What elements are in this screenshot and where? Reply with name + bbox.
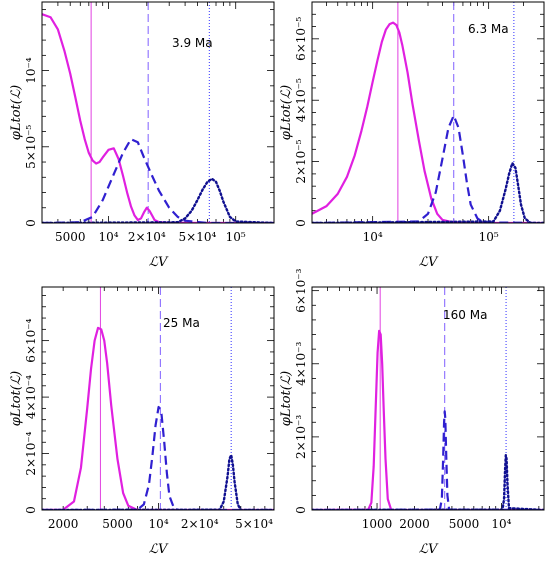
x-tick-label: 10⁵ — [479, 230, 499, 244]
y-axis-label: φLtot(ℒ) — [279, 85, 294, 141]
y-tick-label: 0 — [24, 506, 38, 514]
series-line-dashed — [312, 114, 544, 223]
y-tick-label: 2×10⁻³ — [294, 415, 308, 459]
y-ticks — [312, 1, 544, 224]
series-line-dotted — [42, 177, 274, 223]
x-tick-label: 10⁵ — [226, 230, 246, 244]
y-tick-label: 4×10⁻³ — [294, 342, 308, 386]
x-axis-label: ℒV — [419, 542, 439, 557]
age-label: 25 Ma — [163, 316, 200, 330]
panel-25-ma: 2000 5000 10⁴ 2×10⁴ 5×10⁴ 0 2×10⁻⁴ 4×10⁻⁴ 6×10⁻⁴… — [9, 286, 275, 557]
panel-3-9-ma: 5000 10⁴ 2×10⁴ 5×10⁴ 10⁵ 0 5×10⁻⁵ 10⁻⁴ ℒV φLtot(ℒ… — [9, 1, 275, 270]
x-tick-label: 2000 — [399, 517, 430, 531]
plot-frame — [41, 1, 275, 224]
panel-160-ma: 1000 2000 5000 10⁴ 0 2×10⁻³ 4×10⁻³ 6×10⁻³ ℒV φLto… — [279, 268, 545, 557]
x-tick-label: 2000 — [48, 517, 79, 531]
y-tick-label: 0 — [24, 219, 38, 227]
x-tick-label: 2×10⁴ — [181, 517, 219, 531]
x-tick-label: 5000 — [102, 517, 133, 531]
plot-frame — [41, 286, 275, 511]
x-axis-label: ℒV — [419, 255, 439, 270]
series-line-dashed — [312, 410, 544, 510]
series-line-dotted — [42, 453, 274, 510]
series-line-dotted — [312, 453, 544, 510]
y-ticks — [42, 295, 274, 511]
series-line-dotted — [312, 161, 544, 223]
age-label: 160 Ma — [443, 308, 487, 322]
x-tick-label: 5000 — [449, 517, 480, 531]
y-tick-label: 4×10⁻⁴ — [24, 375, 38, 419]
y-tick-label: 6×10⁻⁵ — [294, 17, 308, 61]
x-axis-label: ℒV — [149, 255, 169, 270]
series-line-solid — [42, 326, 274, 510]
series-line-dashed — [42, 405, 274, 510]
y-tick-label: 5×10⁻⁵ — [24, 125, 38, 169]
x-minor-ticks — [311, 2, 545, 223]
x-tick-label: 10⁴ — [98, 230, 118, 244]
y-axis-label: φLtot(ℒ) — [279, 371, 294, 427]
x-tick-label: 5×10⁴ — [179, 230, 217, 244]
plot-frame — [311, 286, 545, 511]
plot-frame — [311, 1, 545, 224]
y-tick-label: 2×10⁻⁴ — [24, 431, 38, 475]
x-tick-label: 10⁴ — [491, 517, 511, 531]
y-tick-label: 2×10⁻⁵ — [294, 139, 308, 183]
panel-6-3-ma: 10⁴ 10⁵ 0 2×10⁻⁵ 4×10⁻⁵ 6×10⁻⁵ ℒV φLtot(ℒ) 6.3 M… — [279, 1, 545, 270]
series-line-solid — [312, 329, 544, 510]
y-tick-label: 10⁻⁴ — [24, 57, 38, 84]
age-label: 3.9 Ma — [172, 36, 213, 50]
series-line-dashed — [42, 138, 274, 223]
age-label: 6.3 Ma — [468, 22, 509, 36]
x-tick-label: 5000 — [55, 230, 86, 244]
y-ticks — [312, 290, 544, 511]
series-line-solid — [42, 13, 274, 223]
x-tick-label: 10⁴ — [363, 230, 383, 244]
y-tick-label: 6×10⁻³ — [294, 268, 308, 312]
x-tick-label: 1000 — [362, 517, 393, 531]
x-axis-label: ℒV — [149, 542, 169, 557]
y-tick-label: 0 — [294, 506, 308, 514]
y-tick-label: 4×10⁻⁵ — [294, 78, 308, 122]
x-tick-label: 2×10⁴ — [128, 230, 166, 244]
x-tick-label: 10⁴ — [149, 517, 169, 531]
y-tick-label: 6×10⁻⁴ — [24, 318, 38, 362]
series-line-solid — [312, 21, 544, 223]
y-axis-label: φLtot(ℒ) — [9, 85, 24, 141]
x-minor-ticks — [41, 2, 275, 223]
y-tick-label: 0 — [294, 219, 308, 227]
y-axis-label: φLtot(ℒ) — [9, 371, 24, 427]
x-tick-label: 5×10⁴ — [235, 517, 273, 531]
